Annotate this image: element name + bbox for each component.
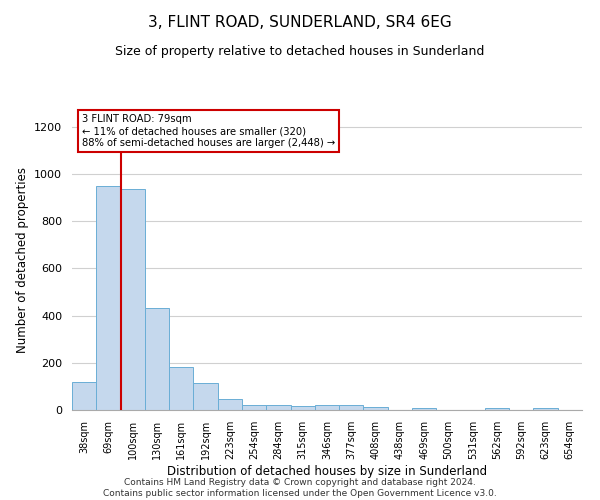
Text: 3, FLINT ROAD, SUNDERLAND, SR4 6EG: 3, FLINT ROAD, SUNDERLAND, SR4 6EG	[148, 15, 452, 30]
Bar	[121, 189, 145, 410]
Text: Contains HM Land Registry data © Crown copyright and database right 2024.
Contai: Contains HM Land Registry data © Crown c…	[103, 478, 497, 498]
Bar	[290, 406, 315, 410]
Bar	[315, 406, 339, 410]
Bar	[193, 383, 218, 410]
Text: Size of property relative to detached houses in Sunderland: Size of property relative to detached ho…	[115, 45, 485, 58]
Bar	[412, 408, 436, 410]
Bar	[218, 400, 242, 410]
Bar	[266, 406, 290, 410]
Bar	[533, 408, 558, 410]
Bar	[145, 308, 169, 410]
Bar	[169, 367, 193, 410]
Bar	[485, 408, 509, 410]
Text: 3 FLINT ROAD: 79sqm
← 11% of detached houses are smaller (320)
88% of semi-detac: 3 FLINT ROAD: 79sqm ← 11% of detached ho…	[82, 114, 335, 148]
Bar	[72, 382, 96, 410]
Y-axis label: Number of detached properties: Number of detached properties	[16, 167, 29, 353]
Bar	[339, 406, 364, 410]
Bar	[364, 407, 388, 410]
Bar	[96, 186, 121, 410]
X-axis label: Distribution of detached houses by size in Sunderland: Distribution of detached houses by size …	[167, 464, 487, 477]
Bar	[242, 406, 266, 410]
